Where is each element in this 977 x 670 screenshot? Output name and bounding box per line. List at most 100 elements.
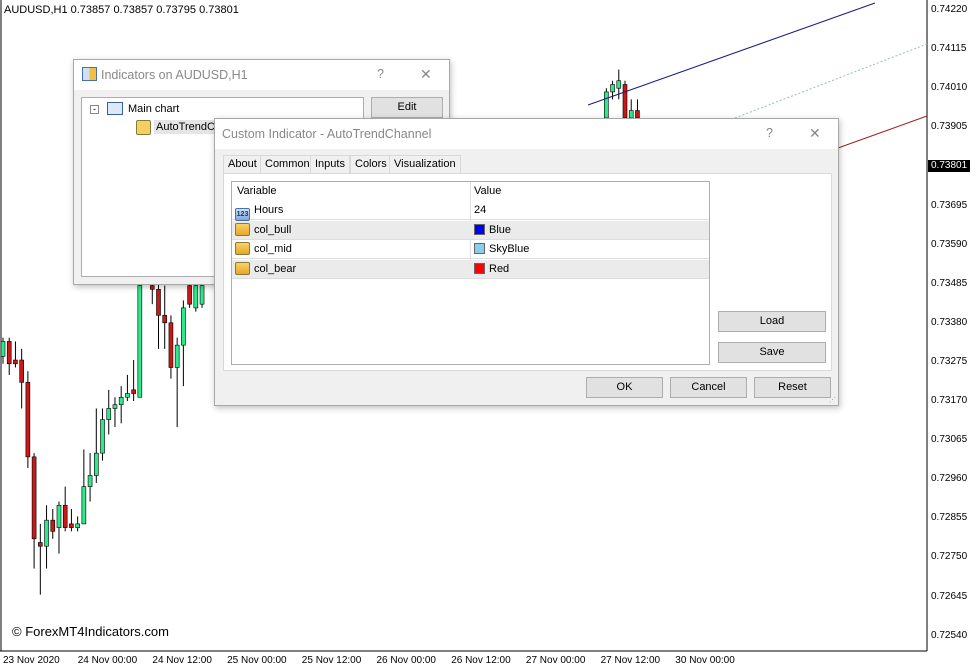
price-label: 0.72855 xyxy=(931,512,968,524)
tab-inputs[interactable]: Inputs xyxy=(310,155,350,173)
price-label: 0.74010 xyxy=(931,82,968,94)
bear-candle xyxy=(50,519,56,532)
bear-candle xyxy=(62,504,68,528)
color-swatch xyxy=(474,262,485,274)
input-row-col_bull[interactable]: col_bull Blue xyxy=(232,220,709,240)
variable-name: col_bull xyxy=(254,223,292,236)
indicators-icon xyxy=(82,67,97,81)
bull-candle xyxy=(181,307,186,346)
resize-grip-icon[interactable]: ⋰ xyxy=(829,397,836,404)
bull-candle xyxy=(100,419,105,454)
tab-common[interactable]: Common xyxy=(260,155,315,173)
close-button[interactable]: ✕ xyxy=(420,66,432,82)
bull-candle xyxy=(75,523,80,528)
help-button[interactable]: ? xyxy=(377,67,384,81)
price-label: 0.73905 xyxy=(931,121,968,133)
bull-candle xyxy=(44,519,49,547)
tree-item-main-chart[interactable]: Main chart xyxy=(128,103,180,115)
bull-candle xyxy=(0,341,6,357)
price-label: 0.72960 xyxy=(931,473,968,485)
variable-name: Hours xyxy=(254,204,284,216)
dialog-title-bar[interactable]: Custom Indicator - AutoTrendChannel ? ✕ xyxy=(215,119,838,149)
variable-value[interactable]: Blue xyxy=(474,221,511,240)
symbol-info: AUDUSD,H1 0.73857 0.73857 0.73795 0.7380… xyxy=(4,4,239,16)
price-label: 0.74220 xyxy=(931,4,968,15)
edit-button[interactable]: Edit xyxy=(371,97,443,118)
bull-candle xyxy=(193,285,199,309)
bull-candle xyxy=(610,84,615,93)
trend-line-mid xyxy=(734,43,928,119)
bear-candle xyxy=(168,322,174,368)
value-text: 24 xyxy=(474,204,487,216)
color-icon xyxy=(235,261,250,275)
bear-candle xyxy=(162,315,168,324)
inputs-table[interactable]: Variable Value 123 Hours 24 col_bull Blue col… xyxy=(231,181,710,365)
column-header-value[interactable]: Value xyxy=(474,185,502,197)
time-label: 23 Nov 2020 xyxy=(3,655,60,666)
time-label: 26 Nov 12:00 xyxy=(451,655,511,666)
current-price-label: 0.73801 xyxy=(928,160,971,172)
bear-candle xyxy=(149,285,155,290)
bull-candle xyxy=(616,80,622,89)
bear-candle xyxy=(131,389,136,394)
price-label: 0.72645 xyxy=(931,590,968,602)
time-label: 27 Nov 00:00 xyxy=(525,655,586,666)
dialog-title: Custom Indicator - AutoTrendChannel xyxy=(222,127,432,141)
value-text: Blue xyxy=(489,223,512,236)
price-label: 0.73065 xyxy=(931,434,968,446)
time-label: 24 Nov 00:00 xyxy=(77,655,138,666)
dialog-title: Indicators on AUDUSD,H1 xyxy=(101,68,248,82)
bear-candle xyxy=(13,359,18,365)
bear-candle xyxy=(19,359,24,383)
tab-about[interactable]: About xyxy=(223,155,262,173)
dialog-title-bar[interactable]: Indicators on AUDUSD,H1 ? ✕ xyxy=(74,60,449,90)
variable-value[interactable]: 24 xyxy=(474,201,486,220)
indicator-icon xyxy=(136,120,151,135)
price-label: 0.73380 xyxy=(931,316,968,328)
price-label: 0.73695 xyxy=(931,199,968,211)
time-label: 25 Nov 12:00 xyxy=(301,655,362,666)
bear-candle xyxy=(69,523,74,528)
load-button[interactable]: Load xyxy=(718,311,826,332)
time-label: 30 Nov 00:00 xyxy=(675,655,735,666)
save-button[interactable]: Save xyxy=(718,342,826,363)
reset-button[interactable]: Reset xyxy=(754,377,831,398)
watermark: © ForexMT4Indicators.com xyxy=(12,624,169,639)
tab-visualization[interactable]: Visualization xyxy=(389,155,461,173)
color-swatch xyxy=(474,223,485,235)
close-button[interactable]: ✕ xyxy=(809,125,821,141)
main-chart-icon xyxy=(107,102,123,115)
ok-button[interactable]: OK xyxy=(586,377,663,398)
help-button[interactable]: ? xyxy=(766,126,773,140)
input-row-col_mid[interactable]: col_mid SkyBlue xyxy=(232,240,709,259)
bull-candle xyxy=(106,408,112,420)
bull-candle xyxy=(81,486,87,525)
bull-candle xyxy=(112,404,118,409)
variable-value[interactable]: Red xyxy=(474,260,509,279)
tab-panel: Variable Value 123 Hours 24 col_bull Blue col… xyxy=(223,173,832,371)
input-row-col_bear[interactable]: col_bear Red xyxy=(232,259,709,279)
collapse-icon[interactable]: - xyxy=(90,105,99,114)
bull-candle xyxy=(125,393,130,398)
color-icon xyxy=(235,242,250,255)
trend-line-bear xyxy=(837,115,928,149)
price-label: 0.72540 xyxy=(931,629,968,641)
time-label: 27 Nov 12:00 xyxy=(600,655,661,666)
bull-candle xyxy=(174,344,180,368)
color-icon xyxy=(235,222,250,236)
price-label: 0.73485 xyxy=(931,277,968,289)
tab-colors[interactable]: Colors xyxy=(350,155,392,173)
input-row-Hours[interactable]: 123 Hours 24 xyxy=(232,201,709,221)
cancel-button[interactable]: Cancel xyxy=(670,377,747,398)
number-icon: 123 xyxy=(235,208,250,221)
trend-line-bull xyxy=(587,2,876,106)
bull-candle xyxy=(94,452,99,476)
value-text: Red xyxy=(489,262,510,275)
variable-value[interactable]: SkyBlue xyxy=(474,240,529,259)
table-header: Variable Value xyxy=(232,182,709,201)
bear-candle xyxy=(622,84,628,119)
bear-candle xyxy=(156,288,161,316)
column-header-variable[interactable]: Variable xyxy=(237,185,277,197)
time-label: 25 Nov 00:00 xyxy=(227,655,287,666)
